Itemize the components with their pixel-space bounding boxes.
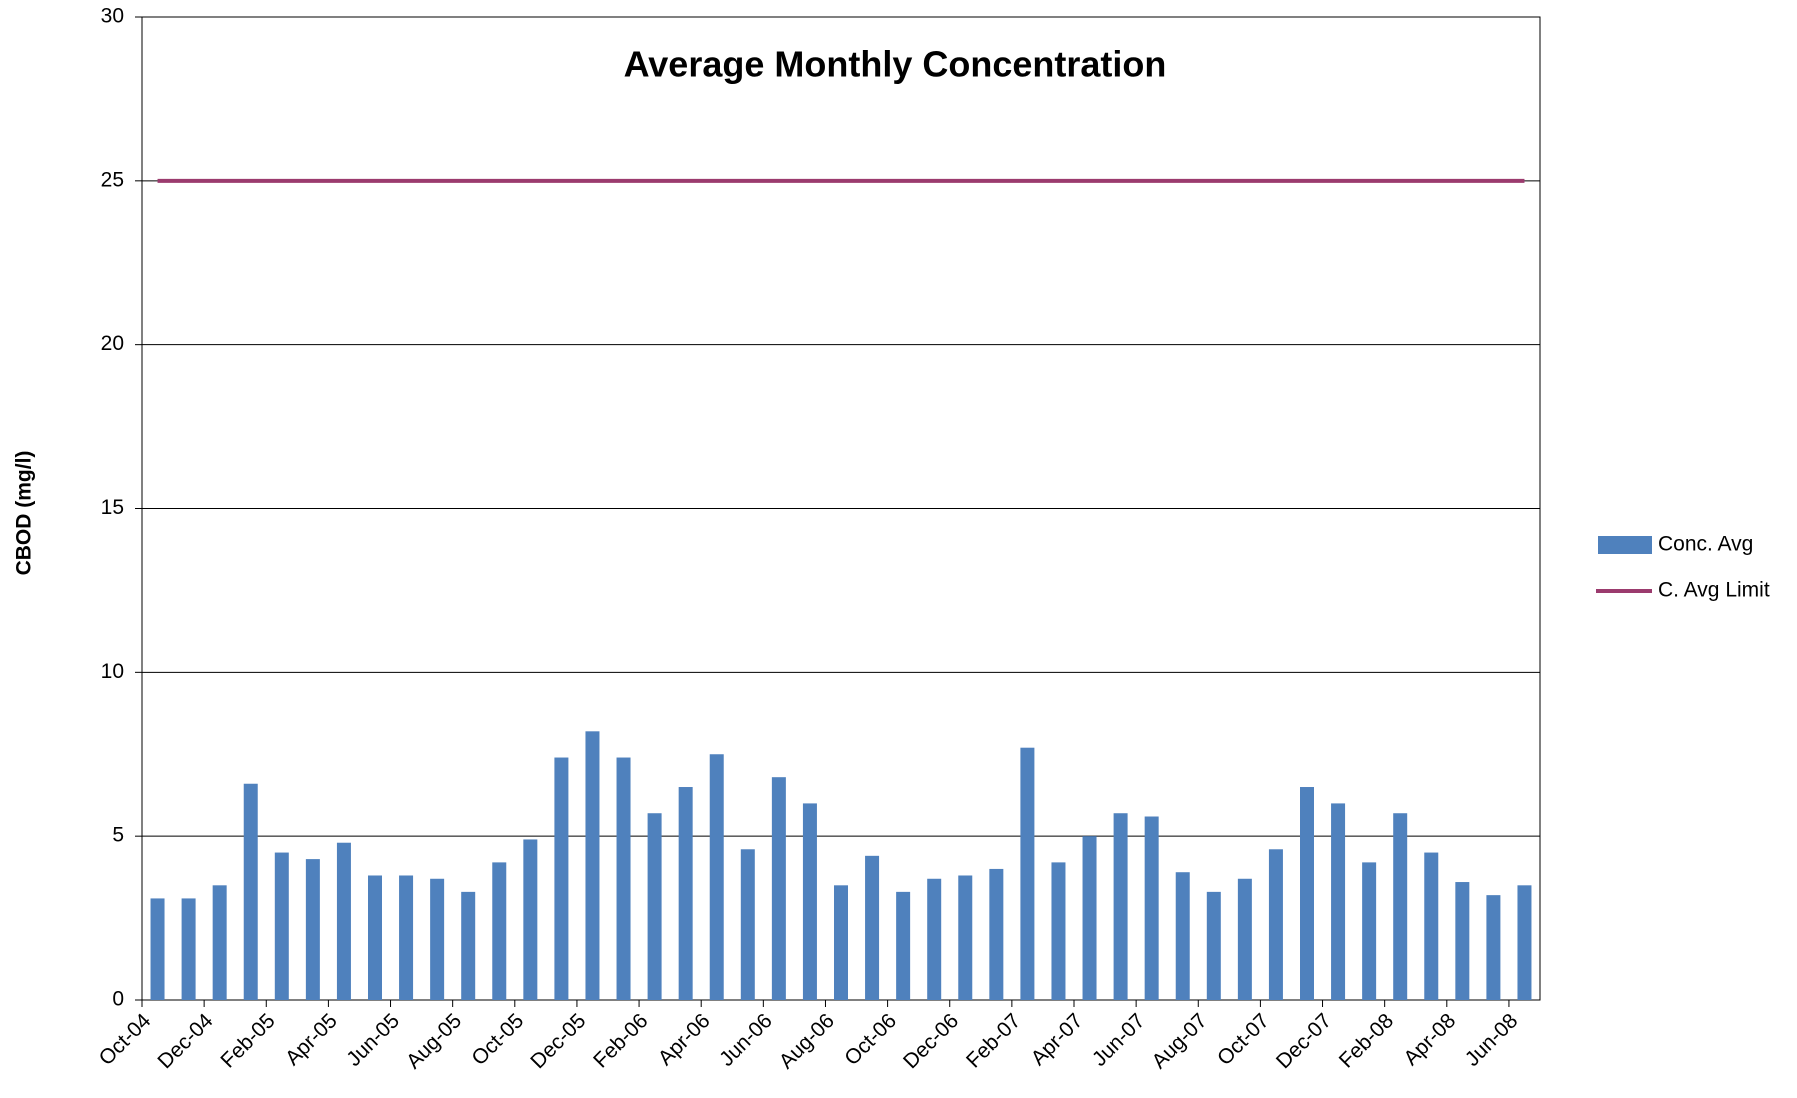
y-tick-label: 15 — [101, 496, 124, 519]
bar — [678, 787, 693, 1000]
bar — [771, 777, 786, 1000]
x-tick-label: Dec-06 — [899, 1009, 963, 1073]
bar — [399, 875, 414, 1000]
x-tick-label: Feb-07 — [962, 1009, 1025, 1072]
x-tick-label: Dec-04 — [153, 1009, 217, 1073]
bar — [802, 803, 817, 1000]
bar — [1393, 813, 1408, 1000]
x-tick-label: Oct-06 — [840, 1009, 901, 1070]
bar — [1424, 852, 1439, 1000]
x-tick-label: Apr-08 — [1399, 1009, 1460, 1070]
x-tick-label: Jun-06 — [715, 1009, 777, 1071]
bar — [1206, 891, 1221, 1000]
bar — [1020, 747, 1035, 1000]
bar — [368, 875, 382, 1000]
bar — [430, 878, 445, 1000]
bar — [523, 839, 538, 1000]
bar — [1486, 895, 1501, 1000]
bar — [1300, 787, 1314, 1000]
y-tick-label: 10 — [101, 660, 124, 683]
bar — [181, 898, 196, 1000]
bar — [150, 898, 165, 1000]
bar — [740, 849, 755, 1000]
bar — [1113, 813, 1128, 1000]
bar — [1517, 885, 1532, 1000]
bar — [1082, 836, 1097, 1000]
bar — [461, 891, 476, 1000]
x-tick-label: Oct-07 — [1213, 1009, 1274, 1070]
x-tick-label: Apr-06 — [654, 1009, 715, 1070]
x-tick-label: Feb-06 — [589, 1009, 652, 1072]
chart-title: Average Monthly Concentration — [624, 44, 1167, 85]
bar — [1175, 872, 1190, 1000]
x-tick-label: Aug-05 — [402, 1009, 466, 1073]
bar — [336, 842, 351, 1000]
bar — [616, 757, 631, 1000]
bar — [989, 868, 1004, 1000]
y-tick-label: 5 — [112, 824, 124, 847]
bar — [865, 855, 880, 1000]
x-tick-label: Aug-07 — [1148, 1009, 1212, 1073]
bar — [1237, 878, 1252, 1000]
bar — [1455, 882, 1470, 1000]
bar — [927, 878, 942, 1000]
bar — [1051, 862, 1066, 1000]
x-tick-label: Jun-05 — [342, 1009, 404, 1071]
legend-label: C. Avg Limit — [1658, 579, 1770, 602]
y-tick-label: 30 — [101, 5, 124, 28]
x-tick-label: Dec-07 — [1272, 1009, 1336, 1073]
bar — [647, 813, 662, 1000]
bar — [709, 754, 724, 1000]
x-tick-label: Oct-05 — [467, 1009, 528, 1070]
bar — [243, 783, 258, 1000]
bar — [1144, 816, 1159, 1000]
y-tick-label: 25 — [101, 168, 124, 191]
x-tick-label: Aug-06 — [775, 1009, 839, 1073]
x-tick-label: Apr-05 — [281, 1009, 342, 1070]
bar — [585, 731, 600, 1000]
bar — [554, 757, 569, 1000]
bar — [1362, 862, 1377, 1000]
bar — [492, 862, 507, 1000]
bar — [212, 885, 227, 1000]
x-tick-label: Dec-05 — [526, 1009, 590, 1073]
x-tick-label: Feb-08 — [1335, 1009, 1398, 1072]
legend-label: Conc. Avg — [1658, 533, 1753, 556]
bar — [274, 852, 289, 1000]
x-tick-label: Oct-04 — [95, 1009, 156, 1070]
bar — [958, 875, 973, 1000]
y-tick-label: 20 — [101, 332, 124, 355]
legend-swatch — [1598, 536, 1652, 554]
x-tick-label: Apr-07 — [1027, 1009, 1088, 1070]
y-axis-label: CBOD (mg/l) — [13, 451, 36, 576]
bar — [1331, 803, 1346, 1000]
x-tick-label: Jun-07 — [1088, 1009, 1150, 1071]
bar — [834, 885, 848, 1000]
bar — [1268, 849, 1283, 1000]
x-tick-label: Jun-08 — [1461, 1009, 1523, 1071]
x-tick-label: Feb-05 — [216, 1009, 279, 1072]
bar — [305, 859, 320, 1000]
y-tick-label: 0 — [112, 988, 124, 1011]
bar — [896, 891, 911, 1000]
